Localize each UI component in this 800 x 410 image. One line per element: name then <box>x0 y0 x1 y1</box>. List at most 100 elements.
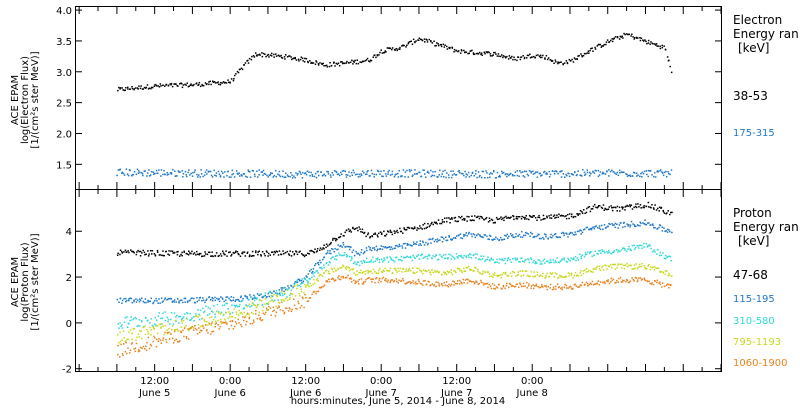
data-point <box>633 38 635 40</box>
data-point <box>364 280 367 283</box>
data-point <box>507 216 510 219</box>
data-point <box>211 176 214 178</box>
data-point <box>186 300 189 303</box>
data-point <box>655 176 657 178</box>
data-point <box>273 53 275 56</box>
data-point <box>428 238 430 241</box>
data-point <box>289 250 291 252</box>
electron-legend-item-175-315: 175-315 <box>733 128 775 139</box>
data-point <box>402 232 404 234</box>
data-point <box>125 168 128 170</box>
data-point <box>426 171 429 173</box>
data-point <box>414 243 416 245</box>
data-point <box>296 285 299 287</box>
data-point <box>162 300 164 302</box>
data-point <box>598 174 601 176</box>
data-point <box>296 284 299 286</box>
data-point <box>414 227 416 230</box>
data-point <box>246 313 248 316</box>
data-point <box>175 316 177 318</box>
data-point <box>322 285 325 288</box>
data-point <box>291 58 293 61</box>
data-point <box>244 255 247 257</box>
data-point <box>550 273 553 275</box>
data-point <box>594 48 597 50</box>
data-point <box>275 305 277 307</box>
data-point <box>219 312 222 315</box>
data-point <box>555 216 557 219</box>
data-point <box>283 311 286 314</box>
proton-ylabel: ACE EPAM log(Proton Flux) [1/(cm²s ster … <box>10 233 41 330</box>
data-point <box>585 271 587 273</box>
data-point <box>169 172 172 174</box>
data-point <box>584 228 586 230</box>
data-point <box>282 253 285 255</box>
data-point <box>207 306 209 309</box>
data-point <box>634 247 637 249</box>
data-point <box>444 257 447 259</box>
data-point <box>386 247 388 249</box>
data-point <box>668 59 670 62</box>
data-point <box>178 171 180 173</box>
data-point <box>137 249 139 252</box>
data-point <box>656 281 658 284</box>
data-point <box>293 283 296 285</box>
data-point <box>230 176 232 178</box>
data-point <box>262 169 265 172</box>
data-point <box>428 225 431 228</box>
data-point <box>219 83 222 86</box>
data-point <box>542 54 544 57</box>
data-point <box>160 85 162 87</box>
data-point <box>275 311 278 313</box>
data-point <box>231 304 233 306</box>
data-point <box>340 276 343 278</box>
data-point <box>408 269 410 271</box>
data-point <box>224 322 226 324</box>
data-point <box>449 47 451 49</box>
data-point <box>612 224 614 226</box>
data-point <box>349 229 352 231</box>
data-point <box>406 244 409 246</box>
data-point <box>323 256 326 258</box>
data-point <box>244 62 247 64</box>
data-point <box>619 250 621 253</box>
data-point <box>538 55 541 57</box>
data-point <box>393 267 396 270</box>
data-point <box>336 173 339 176</box>
data-point <box>512 285 514 287</box>
data-point <box>385 278 387 280</box>
data-point <box>175 175 177 177</box>
data-point <box>622 279 624 282</box>
data-point <box>468 52 470 54</box>
data-point <box>129 169 131 172</box>
data-point <box>242 173 245 175</box>
data-point <box>304 278 307 281</box>
data-point <box>641 171 643 174</box>
data-point <box>212 80 214 82</box>
data-point <box>342 169 345 172</box>
data-point <box>623 264 625 267</box>
data-point <box>164 85 166 87</box>
data-point <box>273 290 275 293</box>
data-point <box>375 56 377 59</box>
data-point <box>535 261 537 263</box>
data-point <box>551 170 554 172</box>
data-point <box>404 171 407 173</box>
data-point <box>565 173 567 176</box>
data-point <box>471 235 473 238</box>
data-point <box>434 271 437 273</box>
data-point <box>636 175 638 177</box>
data-point <box>529 257 532 259</box>
data-point <box>593 172 596 174</box>
data-point <box>398 243 400 246</box>
data-point <box>563 257 565 259</box>
data-point <box>644 279 647 282</box>
data-point <box>127 338 130 341</box>
data-point <box>415 243 418 245</box>
data-point <box>173 83 175 85</box>
data-point <box>554 272 557 274</box>
data-point <box>190 297 192 300</box>
data-point <box>263 253 266 255</box>
data-point <box>471 49 473 52</box>
data-point <box>521 270 524 272</box>
